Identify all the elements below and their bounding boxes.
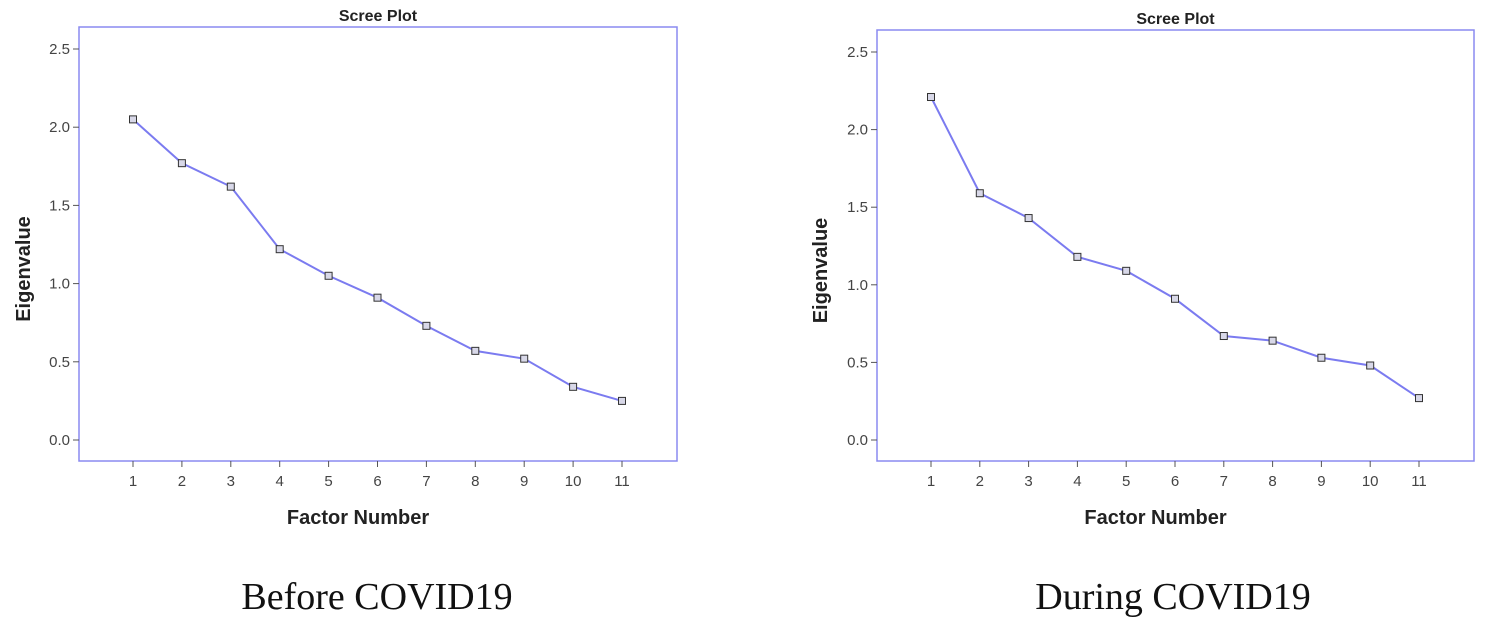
x-tick-label: 2 — [976, 473, 984, 490]
data-point — [1171, 294, 1179, 303]
y-tick-label: 0.0 — [847, 432, 868, 449]
y-tick-label: 1.0 — [49, 276, 70, 293]
data-point — [1415, 394, 1423, 403]
data-point — [422, 321, 431, 330]
x-tick-label: 4 — [276, 473, 284, 490]
y-tick-label: 0.5 — [49, 354, 70, 371]
data-point — [975, 189, 984, 198]
data-point — [471, 346, 480, 355]
data-point — [1122, 266, 1131, 275]
x-tick-label: 9 — [1317, 473, 1325, 490]
chart-panel-before: Scree Plot 0.0 0.5 1.0 1.5 2.0 2.5 1 2 3 4 5 6 7 8 9 10 1… — [0, 0, 700, 565]
data-point — [1366, 361, 1375, 370]
x-tick-label: 8 — [471, 473, 479, 490]
y-tick-label: 1.5 — [49, 197, 70, 214]
x-tick-label: 8 — [1268, 473, 1276, 490]
x-tick-label: 6 — [1171, 473, 1179, 490]
y-tick-label: 1.5 — [847, 199, 868, 216]
x-tick-label: 1 — [129, 473, 137, 490]
scree-plot-during: Scree Plot 0.0 0.5 1.0 1.5 2.0 2.5 1 2 3 4 5 6 7 8 9 10 1… — [810, 11, 1475, 529]
y-tick-label: 2.0 — [847, 122, 868, 139]
x-tick-label: 11 — [1411, 473, 1427, 490]
data-point — [927, 93, 935, 102]
scree-plot-before: Scree Plot 0.0 0.5 1.0 1.5 2.0 2.5 1 2 3 4 5 6 7 8 9 10 1… — [13, 8, 678, 529]
x-tick-label: 7 — [1220, 473, 1228, 490]
x-tick-label: 11 — [614, 473, 630, 490]
data-point — [324, 271, 333, 280]
x-tick-label: 10 — [565, 473, 582, 490]
caption-before: Before COVID19 — [241, 576, 513, 618]
data-point — [1317, 353, 1326, 362]
data-point — [1073, 252, 1082, 261]
x-tick-label: 9 — [520, 473, 528, 490]
data-point — [275, 245, 284, 254]
x-tick-label: 10 — [1362, 473, 1379, 490]
data-point — [520, 354, 529, 363]
data-point — [1268, 336, 1277, 345]
y-tick-label: 2.0 — [49, 119, 70, 136]
caption-during: During COVID19 — [1035, 576, 1311, 618]
plot-frame — [78, 26, 678, 462]
data-point — [226, 182, 235, 191]
y-axis-label: Eigenvalue — [13, 216, 35, 322]
x-tick-label: 6 — [373, 473, 381, 490]
eigenvalue-line — [930, 96, 1420, 399]
y-axis-label: Eigenvalue — [810, 218, 832, 324]
data-point — [618, 396, 626, 405]
x-tick-label: 5 — [324, 473, 332, 490]
y-tick-label: 2.5 — [847, 44, 868, 61]
data-point — [1219, 332, 1228, 341]
x-tick-label: 3 — [227, 473, 235, 490]
eigenvalue-line — [132, 118, 623, 402]
data-point — [177, 159, 186, 168]
x-tick-label: 7 — [422, 473, 430, 490]
chart-panel-during: Scree Plot 0.0 0.5 1.0 1.5 2.0 2.5 1 2 3 4 5 6 7 8 9 10 1… — [797, 0, 1494, 565]
y-tick-label: 1.0 — [847, 277, 868, 294]
x-tick-label: 3 — [1024, 473, 1032, 490]
data-point — [129, 115, 137, 124]
chart-title: Scree Plot — [339, 8, 418, 25]
data-point — [569, 382, 578, 391]
plot-frame — [876, 29, 1475, 462]
x-tick-label: 5 — [1122, 473, 1130, 490]
y-tick-label: 0.5 — [847, 354, 868, 371]
x-tick-label: 4 — [1073, 473, 1081, 490]
y-tick-label: 2.5 — [49, 41, 70, 58]
chart-title: Scree Plot — [1136, 11, 1215, 28]
y-tick-label: 0.0 — [49, 432, 70, 449]
data-point — [1024, 214, 1033, 223]
x-tick-label: 2 — [178, 473, 186, 490]
x-axis-label: Factor Number — [287, 507, 429, 529]
x-tick-label: 1 — [927, 473, 935, 490]
x-axis-label: Factor Number — [1084, 507, 1226, 529]
data-point — [373, 293, 382, 302]
